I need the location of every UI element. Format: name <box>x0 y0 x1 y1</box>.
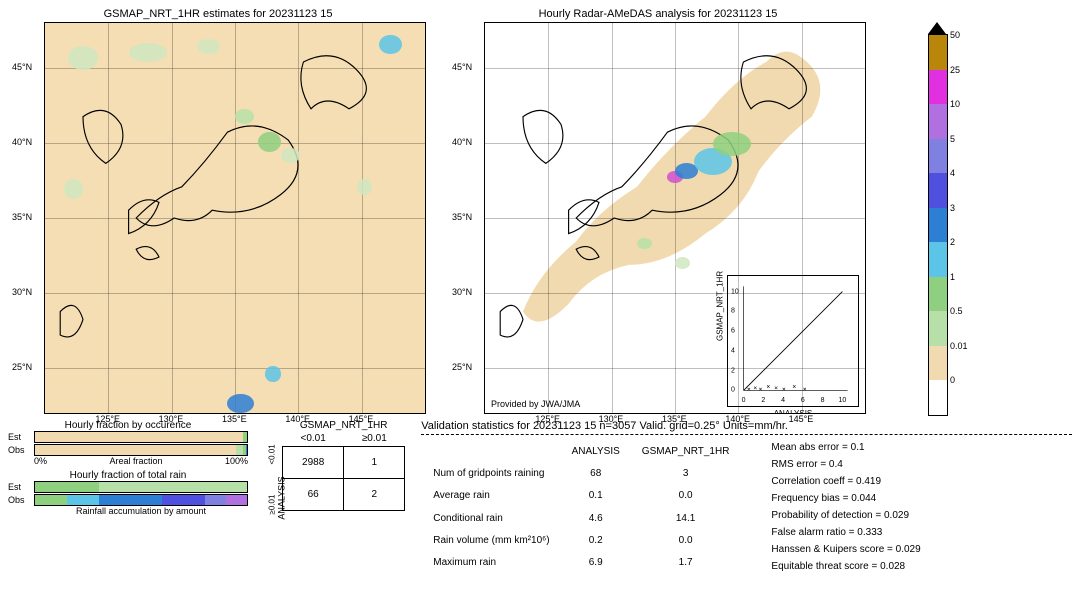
left-map-title: GSMAP_NRT_1HR estimates for 20231123 15 <box>8 8 428 20</box>
occurrence-axis-right: 100% <box>225 456 248 466</box>
right-map-panel: Hourly Radar-AMeDAS analysis for 2023112… <box>448 8 868 416</box>
occurrence-title: Hourly fraction by occurence <box>8 420 248 431</box>
totalrain-obs-label: Obs <box>8 495 30 505</box>
occurrence-est-bar <box>34 431 248 443</box>
contingency-col-h1: ≥0.01 <box>344 431 405 447</box>
colorbar-arrow <box>928 22 946 34</box>
colorbar: 502510543210.50.010 <box>928 34 948 416</box>
contingency-panel: GSMAP_NRT_1HR <0.01 ≥0.01 2988 1 66 2 AN… <box>264 420 405 575</box>
contingency-cell-01: 1 <box>344 447 405 479</box>
contingency-row-title: ANALYSIS <box>277 476 287 519</box>
scatter-inset: ANALYSIS GSMAP_NRT_1HR 00224466881010 <box>727 275 859 407</box>
occurrence-obs-label: Obs <box>8 445 30 455</box>
scatter-svg <box>728 276 858 406</box>
validation-h1: ANALYSIS <box>562 441 630 461</box>
totalrain-obs-bar <box>34 494 248 506</box>
contingency-cell-10: 66 <box>283 479 344 511</box>
left-map <box>44 22 426 414</box>
validation-panel: Validation statistics for 20231123 15 n=… <box>421 420 1072 575</box>
contingency-row-h0: <0.01 <box>268 444 277 464</box>
contingency-row-h1: ≥0.01 <box>268 495 277 515</box>
occurrence-obs-bar <box>34 444 248 456</box>
validation-h2: GSMAP_NRT_1HR <box>632 441 740 461</box>
right-map-title: Hourly Radar-AMeDAS analysis for 2023112… <box>448 8 868 20</box>
contingency-cell-00: 2988 <box>283 447 344 479</box>
left-map-panel: GSMAP_NRT_1HR estimates for 20231123 15 … <box>8 8 428 416</box>
contingency-col-title: GSMAP_NRT_1HR <box>282 420 405 431</box>
totalrain-caption: Rainfall accumulation by amount <box>34 506 248 516</box>
contingency-table: <0.01 ≥0.01 2988 1 66 2 <box>282 431 405 511</box>
occurrence-axis-title: Areal fraction <box>109 456 162 466</box>
validation-h0 <box>423 441 559 461</box>
totalrain-est-bar <box>34 481 248 493</box>
occurrence-axis-left: 0% <box>34 456 47 466</box>
colorbar-panel: 502510543210.50.010 <box>928 8 948 416</box>
contingency-col-h0: <0.01 <box>283 431 344 447</box>
fraction-bars-panel: Hourly fraction by occurence Est Obs 0% … <box>8 420 248 575</box>
provided-label: Provided by JWA/JMA <box>491 399 580 409</box>
validation-table: ANALYSIS GSMAP_NRT_1HR Num of gridpoints… <box>421 439 741 575</box>
totalrain-est-label: Est <box>8 482 30 492</box>
right-map: Provided by JWA/JMA <box>484 22 866 414</box>
contingency-cell-11: 2 <box>344 479 405 511</box>
inset-ylabel: GSMAP_NRT_1HR <box>716 271 725 341</box>
validation-scores: Mean abs error = 0.1RMS error = 0.4Corre… <box>771 439 920 575</box>
occurrence-est-label: Est <box>8 432 30 442</box>
totalrain-title: Hourly fraction of total rain <box>8 470 248 481</box>
